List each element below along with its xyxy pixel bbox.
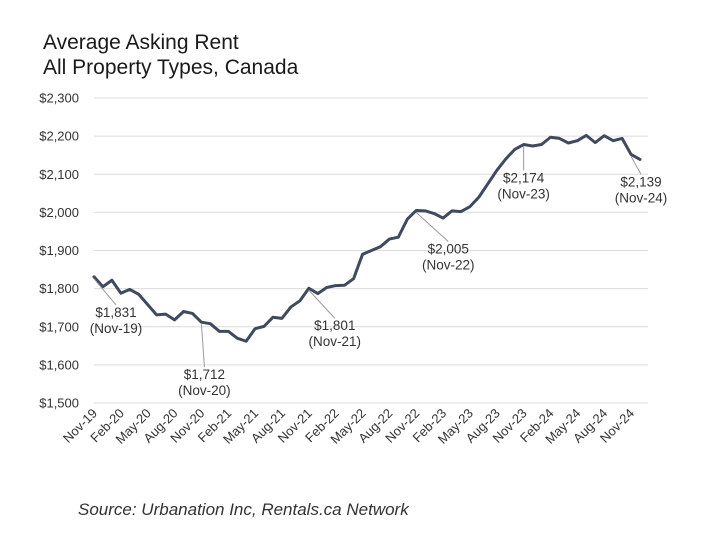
grid-lines (94, 97, 648, 404)
source-note: Source: Urbanation Inc, Rentals.ca Netwo… (78, 500, 409, 519)
annotation-leader (200, 324, 205, 368)
rent-line (92, 133, 642, 343)
annotation-leader (308, 289, 336, 319)
annotation-leader (415, 212, 449, 242)
annotation-value: $2,174 (503, 171, 545, 186)
chart-title: Average Asking Rent All Property Types, … (43, 30, 298, 80)
y-tick-label: $1,600 (39, 357, 79, 372)
annotation-date: (Nov-19) (90, 321, 143, 336)
annotation-date: (Nov-22) (422, 257, 475, 272)
series-line (92, 133, 642, 343)
annotation-value: $1,801 (314, 318, 355, 333)
y-tick-label: $2,300 (39, 91, 79, 106)
annotations: $1,831(Nov-19)$1,712(Nov-20)$1,801(Nov-2… (90, 146, 668, 398)
y-axis-ticks: $1,500 $1,600 $1,700 $1,800 $1,900 $2,000 $2,1… (39, 91, 79, 411)
annotation-date: (Nov-23) (497, 187, 550, 202)
annotation-leader (93, 278, 117, 306)
annotation-date: (Nov-24) (615, 190, 668, 205)
annotation-value: $2,005 (428, 241, 469, 256)
y-tick-label: $1,900 (39, 243, 79, 258)
annotation-date: (Nov-21) (309, 334, 362, 349)
annotation-value: $1,712 (184, 367, 225, 382)
chart-title-line-1: Average Asking Rent (43, 31, 239, 54)
annotation-leader (630, 156, 642, 175)
y-tick-label: $1,700 (39, 319, 79, 334)
y-tick-label: $1,500 (39, 396, 79, 411)
y-tick-label: $2,000 (39, 205, 79, 220)
chart-title-line-2: All Property Types, Canada (43, 56, 299, 79)
annotation-date: (Nov-20) (178, 383, 231, 398)
annotation-value: $2,139 (620, 174, 661, 189)
x-axis-ticks: Nov-19Feb-20May-20Aug-20Nov-20Feb-21May-… (60, 406, 637, 447)
y-tick-label: $2,100 (39, 167, 79, 182)
y-tick-label: $2,200 (39, 129, 79, 144)
annotation-value: $1,831 (95, 305, 136, 320)
y-tick-label: $1,800 (39, 281, 79, 296)
